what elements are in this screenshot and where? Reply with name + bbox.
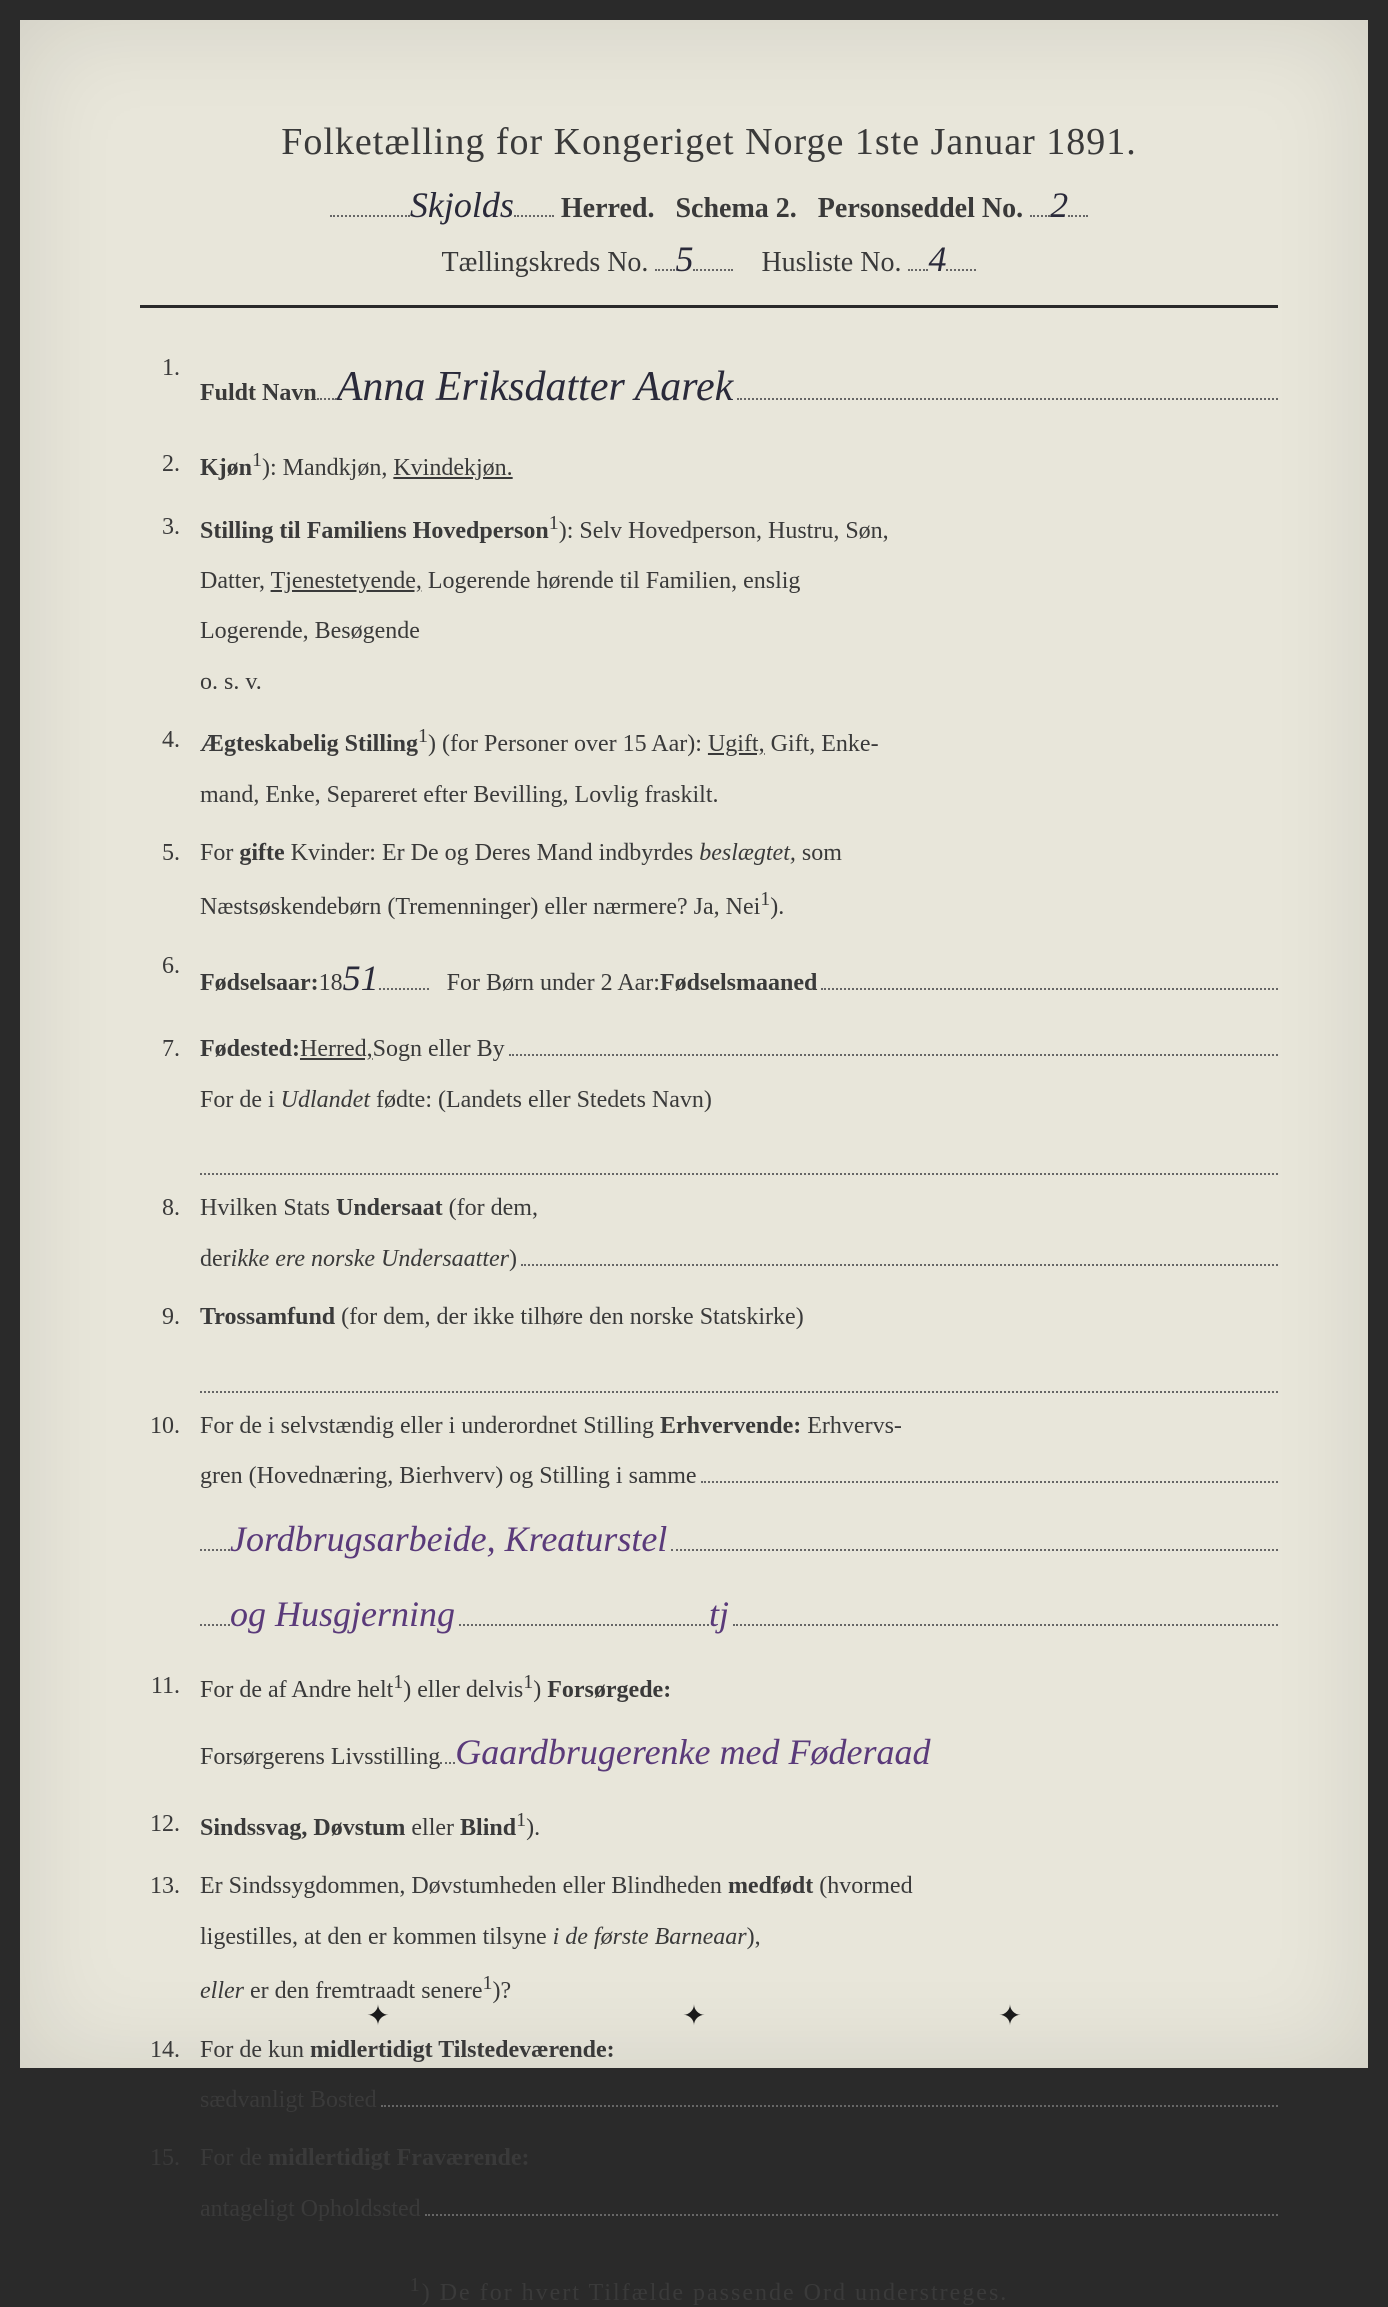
item-3: 3. Stilling til Familiens Hovedperson1):… xyxy=(140,502,1278,708)
item-7: 7. Fødested: Herred, Sogn eller By For d… xyxy=(140,1024,1278,1175)
census-form-page: Folketælling for Kongeriget Norge 1ste J… xyxy=(20,20,1368,2068)
item-15: 15. For de midlertidigt Fraværende: anta… xyxy=(140,2133,1278,2234)
item-12: 12. Sindssvag, Døvstum eller Blind1). xyxy=(140,1799,1278,1853)
num-9: 9. xyxy=(140,1292,200,1393)
item-4: 4. Ægteskabelig Stilling1) (for Personer… xyxy=(140,715,1278,820)
kreds-label: Tællingskreds No. xyxy=(442,247,649,278)
num-1: 1. xyxy=(140,343,200,431)
item-8: 8. Hvilken Stats Undersaat (for dem, der… xyxy=(140,1183,1278,1284)
num-12: 12. xyxy=(140,1799,200,1853)
form-body: 1. Fuldt Navn Anna Eriksdatter Aarek 2. … xyxy=(140,343,1278,2234)
personseddel-label: Personseddel No. xyxy=(818,193,1023,224)
num-14: 14. xyxy=(140,2025,200,2126)
num-3: 3. xyxy=(140,502,200,708)
mark-icon: ✦ xyxy=(998,1999,1021,2033)
schema-label: Schema 2. xyxy=(675,193,796,224)
q3-selected: Tjenestetyende, xyxy=(271,568,422,594)
item-1: 1. Fuldt Navn Anna Eriksdatter Aarek xyxy=(140,343,1278,431)
header-divider xyxy=(140,305,1278,308)
mark-icon: ✦ xyxy=(682,1999,705,2033)
num-11: 11. xyxy=(140,1661,200,1791)
form-header: Folketælling for Kongeriget Norge 1ste J… xyxy=(140,120,1278,280)
num-15: 15. xyxy=(140,2133,200,2234)
q1-value: Anna Eriksdatter Aarek xyxy=(337,343,734,431)
item-11: 11. For de af Andre helt1) eller delvis1… xyxy=(140,1661,1278,1791)
binding-marks: ✦ ✦ ✦ xyxy=(20,1999,1368,2033)
q3-label: Stilling til Familiens Hovedperson xyxy=(200,518,549,544)
q9-label: Trossamfund xyxy=(200,1304,335,1330)
q2-selected: Kvindekjøn. xyxy=(393,455,512,481)
num-2: 2. xyxy=(140,439,200,493)
q10-tj: tj xyxy=(709,1577,729,1653)
q7-selected: Herred, xyxy=(300,1024,373,1074)
q1-label: Fuldt Navn xyxy=(200,368,317,418)
q4-label: Ægteskabelig Stilling xyxy=(200,731,418,757)
num-5: 5. xyxy=(140,828,200,933)
mark-icon: ✦ xyxy=(366,1999,389,2033)
item-9: 9. Trossamfund (for dem, der ikke tilhør… xyxy=(140,1292,1278,1393)
husliste-value: 4 xyxy=(928,238,946,280)
q2-label: Kjøn xyxy=(200,455,252,481)
husliste-label: Husliste No. xyxy=(761,247,901,278)
q6-label: Fødselsaar: xyxy=(200,958,319,1008)
num-6: 6. xyxy=(140,941,200,1017)
num-13: 13. xyxy=(140,1861,200,2016)
q10-value1: Jordbrugsarbeide, Kreaturstel xyxy=(230,1502,667,1578)
q7-label: Fødested: xyxy=(200,1024,300,1074)
num-10: 10. xyxy=(140,1401,200,1653)
form-title: Folketælling for Kongeriget Norge 1ste J… xyxy=(140,120,1278,164)
q11-value: Gaardbrugerenke med Føderaad xyxy=(455,1715,930,1791)
herred-value: Skjolds xyxy=(410,184,514,226)
header-line-2: Tællingskreds No. 5 Husliste No. 4 xyxy=(140,238,1278,280)
header-line-1: Skjolds Herred. Schema 2. Personseddel N… xyxy=(140,184,1278,226)
q4-selected: Ugift, xyxy=(708,731,765,757)
item-14: 14. For de kun midlertidigt Tilstedevære… xyxy=(140,2025,1278,2126)
num-7: 7. xyxy=(140,1024,200,1175)
item-6: 6. Fødselsaar: 1851 For Børn under 2 Aar… xyxy=(140,941,1278,1017)
herred-label: Herred. xyxy=(561,193,655,224)
item-5: 5. For gifte Kvinder: Er De og Deres Man… xyxy=(140,828,1278,933)
num-4: 4. xyxy=(140,715,200,820)
item-10: 10. For de i selvstændig eller i underor… xyxy=(140,1401,1278,1653)
personseddel-value: 2 xyxy=(1050,184,1068,226)
footnote: 1) De for hvert Tilfælde passende Ord un… xyxy=(140,2274,1278,2307)
q6-value: 51 xyxy=(343,941,379,1017)
num-8: 8. xyxy=(140,1183,200,1284)
item-13: 13. Er Sindssygdommen, Døvstumheden elle… xyxy=(140,1861,1278,2016)
item-2: 2. Kjøn1): Mandkjøn, Kvindekjøn. xyxy=(140,439,1278,493)
q10-value2: og Husgjerning xyxy=(230,1577,455,1653)
kreds-value: 5 xyxy=(675,238,693,280)
